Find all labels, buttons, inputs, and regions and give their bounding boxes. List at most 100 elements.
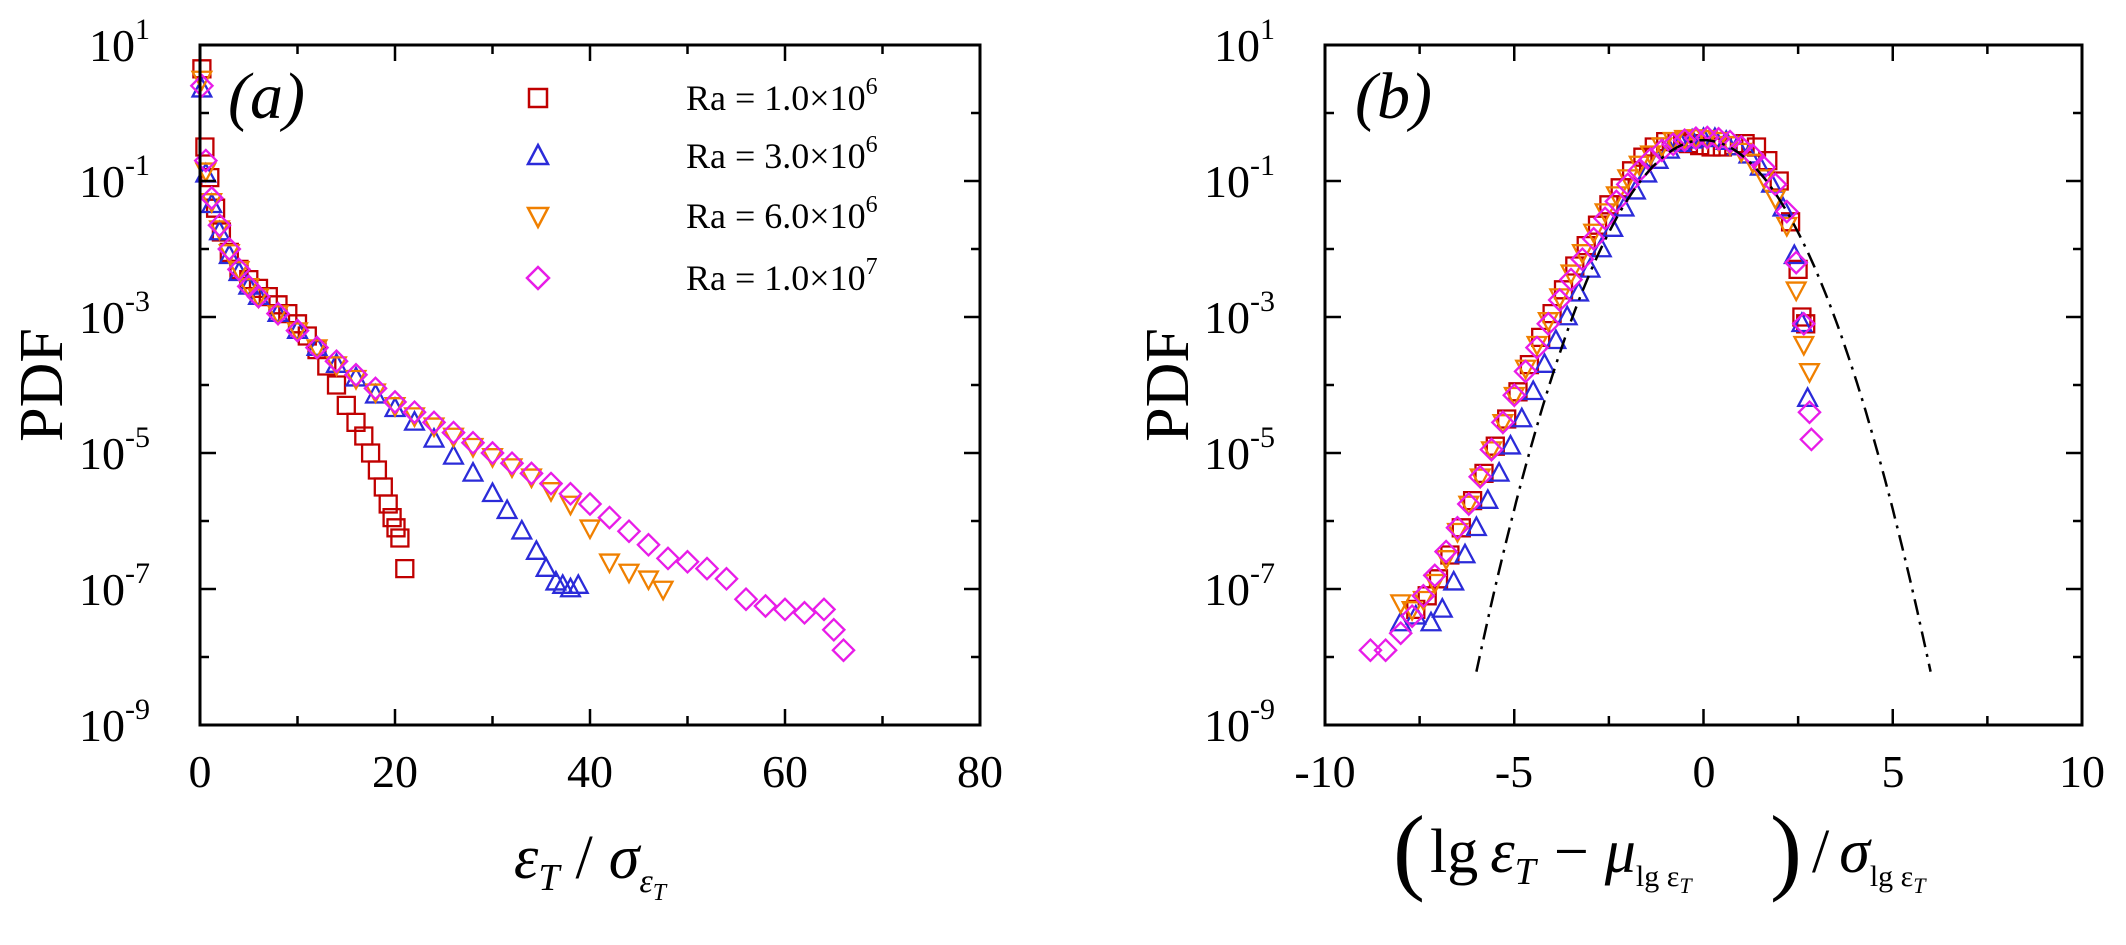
data-point-diamond (1547, 287, 1572, 313)
data-point-triangle-down (637, 570, 660, 592)
data-point-diamond (1797, 399, 1822, 425)
data-point-triangle-down (1792, 335, 1816, 357)
data-point-diamond (217, 236, 242, 262)
data-point-triangle-up (1567, 280, 1590, 302)
data-point-triangle-down (237, 278, 261, 300)
panel-a-y-axis-label: PDF (8, 328, 76, 442)
data-point-diamond (1729, 134, 1754, 160)
panel-b-y-axis-label: PDF (1134, 328, 1202, 442)
data-point-triangle-down (651, 580, 675, 602)
data-point-diamond (226, 257, 252, 282)
data-point-diamond (207, 212, 232, 238)
data-point-triangle-up (1442, 569, 1465, 591)
data-point-square (326, 375, 347, 395)
data-point-diamond (616, 518, 642, 544)
panel-a-x-axis-label: εT / σεT (514, 824, 668, 906)
data-point-triangle-up (237, 273, 261, 295)
data-point-triangle-down (1784, 281, 1808, 303)
series-square (192, 59, 415, 579)
data-point-diamond (1388, 620, 1413, 646)
data-point-diamond (753, 593, 778, 619)
data-point-diamond (1479, 437, 1504, 462)
data-point-diamond (1411, 583, 1436, 609)
data-point-diamond (1592, 206, 1618, 231)
legend-marker-square (527, 87, 549, 109)
panel-b-x-tick-label: 10 (2059, 746, 2105, 797)
data-point-triangle-up (422, 426, 446, 448)
data-point-diamond (1513, 359, 1538, 384)
data-point-triangle-up (559, 576, 582, 598)
data-point-diamond (1524, 335, 1550, 360)
legend-marker-triangle-down (525, 206, 551, 230)
legend-marker-triangle-up (525, 142, 551, 166)
data-point-diamond (1445, 515, 1470, 541)
data-point-diamond (1399, 603, 1425, 629)
data-point-triangle-down (266, 305, 290, 327)
data-point-diamond (402, 399, 427, 425)
data-point-triangle-down (1775, 216, 1799, 238)
panel-a-x-tick-label: 80 (957, 746, 1003, 797)
data-point-diamond (655, 546, 681, 571)
data-point-triangle-up (481, 481, 504, 503)
data-point-triangle-up (525, 538, 548, 560)
data-point-triangle-up (495, 498, 519, 520)
data-point-triangle-down (1491, 414, 1515, 436)
legend-label-ra-1e7: Ra = 1.0×107 (686, 254, 878, 298)
panel-a: 0 20 40 60 80 101 10-1 10-3 10-5 10-7 10… (8, 13, 1003, 906)
panel-a-tick-marks (198, 43, 982, 727)
data-point-square (390, 528, 410, 548)
data-point-diamond (1536, 311, 1561, 337)
data-point-diamond (246, 284, 271, 309)
data-point-diamond (324, 348, 349, 374)
data-point-diamond (441, 420, 466, 445)
data-point-diamond (1763, 172, 1788, 197)
data-point-diamond (1433, 539, 1459, 564)
legend-label-ra-6e6: Ra = 6.0×106 (686, 192, 878, 236)
legend-label-ra-3e6: Ra = 3.0×106 (686, 132, 878, 176)
data-point-square (195, 137, 215, 157)
data-point-diamond (1467, 464, 1493, 490)
data-point-diamond (694, 556, 720, 581)
panel-a-x-tick-label: 40 (567, 746, 613, 797)
gaussian-reference-line (1475, 138, 1932, 672)
data-point-diamond (460, 430, 486, 456)
data-point-diamond (285, 318, 310, 343)
data-point-triangle-up (510, 518, 534, 540)
data-point-triangle-up (534, 555, 558, 577)
panel-b-y-tick-label: 10-9 (1204, 693, 1275, 751)
data-point-diamond (1502, 382, 1527, 408)
data-point-triangle-up (305, 334, 329, 356)
legend-label-ra-1e6: Ra = 1.0×106 (686, 74, 878, 118)
data-point-diamond (1456, 491, 1482, 517)
data-point-diamond (811, 597, 837, 622)
data-point-diamond (1717, 129, 1743, 154)
panel-b-y-tick-label: 10-1 (1204, 149, 1275, 207)
panel-b-x-tick-label: 0 (1693, 746, 1716, 797)
data-point-diamond (199, 185, 224, 211)
panel-b-data-layer (1358, 125, 1932, 672)
data-point-diamond (821, 617, 847, 643)
panel-a-x-tick-label: 60 (762, 746, 808, 797)
data-point-triangle-down (1389, 594, 1412, 616)
data-point-triangle-up (1453, 542, 1477, 564)
data-point-diamond (480, 440, 505, 466)
series-diamond (189, 73, 856, 663)
panel-b-tag: (b) (1355, 60, 1432, 133)
data-point-square (360, 443, 381, 463)
data-point-diamond (577, 491, 603, 517)
data-point-diamond (1799, 427, 1824, 452)
data-point-diamond (304, 335, 330, 360)
data-point-diamond (1373, 637, 1398, 663)
data-point-diamond (1672, 127, 1697, 153)
data-point-square (336, 395, 356, 416)
data-point-square (367, 460, 388, 480)
panel-b-y-tick-label: 10-5 (1204, 421, 1275, 479)
panel-a-tag: (a) (228, 60, 305, 133)
data-point-diamond (1581, 226, 1606, 252)
data-point-diamond (519, 461, 544, 486)
data-point-diamond (265, 301, 291, 326)
data-point-diamond (1422, 563, 1448, 588)
data-point-triangle-up (403, 409, 426, 431)
data-point-triangle-down (1468, 468, 1492, 490)
data-point-square (373, 477, 393, 497)
